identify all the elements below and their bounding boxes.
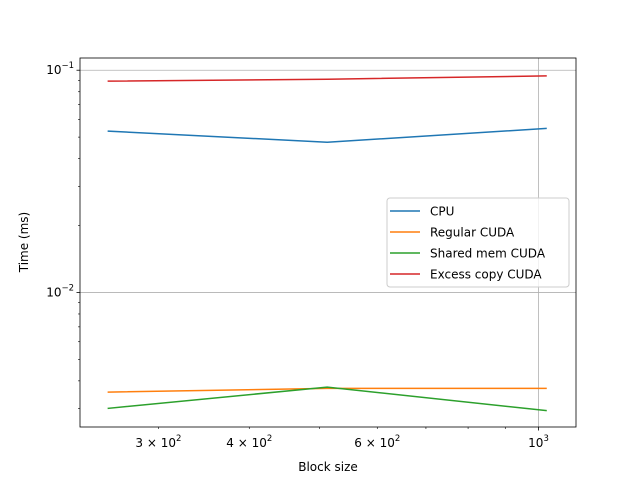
x-axis-ticks: 3 × 102 4 × 102 6 × 102 103 — [135, 427, 549, 450]
x-tick-label: 103 — [528, 434, 549, 450]
series-line-excess-copy-cuda — [107, 75, 547, 82]
series-line-shared-mem-cuda — [107, 386, 547, 412]
series-lines — [107, 75, 547, 412]
x-tick-label: 3 × 102 — [135, 434, 181, 450]
x-axis-label: Block size — [298, 460, 358, 474]
legend-label-cpu: CPU — [430, 205, 454, 219]
y-axis-label: Time (ms) — [17, 212, 31, 274]
legend: CPU Regular CUDA Shared mem CUDA Excess cop… — [386, 197, 570, 288]
series-line-cpu — [107, 127, 547, 144]
series-line-regular-cuda — [107, 387, 547, 393]
y-tick-label: 10−1 — [46, 61, 74, 77]
legend-box — [386, 197, 570, 288]
legend-label-regular-cuda: Regular CUDA — [430, 226, 515, 240]
legend-label-shared-mem-cuda: Shared mem CUDA — [430, 247, 546, 261]
y-axis-ticks: 10−2 10−1 — [46, 61, 80, 299]
x-tick-label: 6 × 102 — [354, 434, 400, 450]
legend-label-excess-copy-cuda: Excess copy CUDA — [430, 268, 542, 282]
x-tick-label: 4 × 102 — [226, 434, 272, 450]
plot-frame — [79, 57, 577, 428]
y-tick-label: 10−2 — [46, 283, 74, 299]
